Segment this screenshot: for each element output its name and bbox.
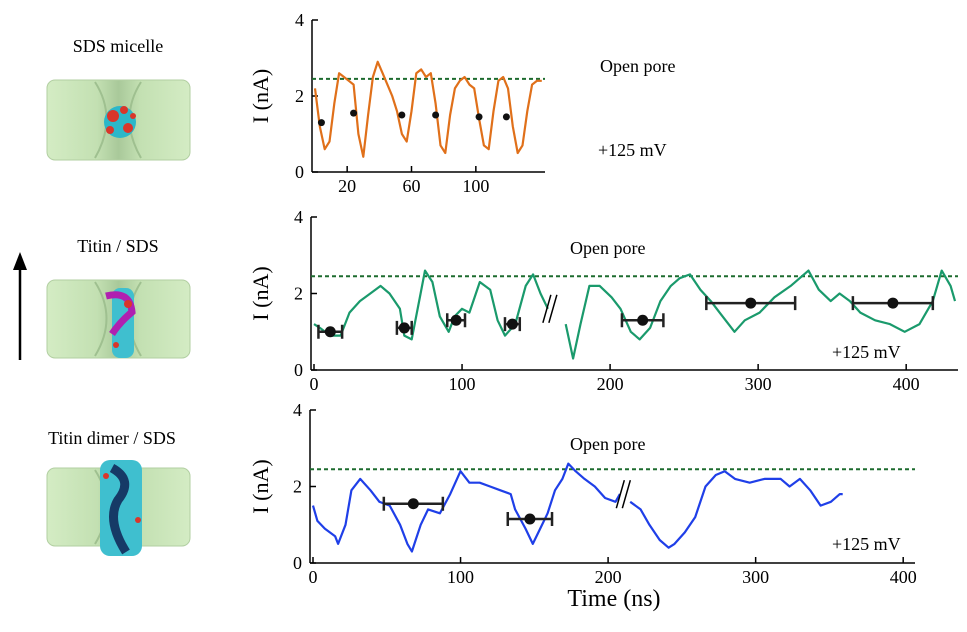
x-tick-label: 100 xyxy=(462,176,489,196)
x-tick-label: 300 xyxy=(745,374,772,394)
x-tick-label: 0 xyxy=(309,567,318,587)
y-tick-label: 4 xyxy=(293,400,302,420)
x-tick-label: 300 xyxy=(742,567,769,587)
annotation: +125 mV xyxy=(832,342,901,362)
x-tick-label: 100 xyxy=(449,374,476,394)
current-trace xyxy=(313,269,957,360)
mean-marker xyxy=(324,326,336,338)
x-tick-label: 400 xyxy=(893,374,920,394)
y-tick-label: 0 xyxy=(295,162,304,182)
mean-marker xyxy=(398,111,406,119)
y-tick-label: 2 xyxy=(295,86,304,106)
direction-arrow xyxy=(13,252,27,360)
current-trace xyxy=(313,60,542,158)
x-tick-label: 200 xyxy=(597,374,624,394)
mean-marker xyxy=(450,314,462,326)
y-axis-label: I (nA) xyxy=(248,69,273,123)
panel-label: Titin / SDS xyxy=(77,236,158,256)
annotation: +125 mV xyxy=(832,534,901,554)
y-tick-label: 0 xyxy=(293,553,302,573)
x-tick-label: 60 xyxy=(403,176,421,196)
y-tick-label: 4 xyxy=(294,207,303,227)
panel-label: Titin dimer / SDS xyxy=(48,428,176,448)
mean-marker xyxy=(317,119,325,127)
x-tick-label: 200 xyxy=(595,567,622,587)
mean-marker xyxy=(398,322,410,334)
mean-marker xyxy=(506,318,518,330)
y-tick-label: 2 xyxy=(293,477,302,497)
annotation: Open pore xyxy=(570,434,645,454)
axis-break xyxy=(615,479,632,509)
x-tick-label: 400 xyxy=(890,567,917,587)
annotation: Open pore xyxy=(600,56,675,76)
annotation: Open pore xyxy=(570,238,645,258)
mean-marker xyxy=(745,297,757,309)
mean-marker xyxy=(407,498,419,510)
mean-marker xyxy=(502,113,510,121)
mean-marker xyxy=(524,513,536,525)
mean-marker xyxy=(475,113,483,121)
current-trace xyxy=(311,462,843,553)
mean-marker xyxy=(887,297,899,309)
x-tick-label: 20 xyxy=(338,176,356,196)
x-tick-label: 100 xyxy=(447,567,474,587)
panel-label: SDS micelle xyxy=(73,36,164,56)
y-tick-label: 0 xyxy=(294,360,303,380)
y-tick-label: 2 xyxy=(294,284,303,304)
y-axis-label: I (nA) xyxy=(248,266,273,320)
x-axis-label: Time (ns) xyxy=(567,586,660,612)
y-axis-label: I (nA) xyxy=(248,459,273,513)
mean-marker xyxy=(432,111,440,119)
annotation: +125 mV xyxy=(598,140,667,160)
x-tick-label: 0 xyxy=(310,374,319,394)
membrane-illustration xyxy=(46,460,191,556)
mean-marker xyxy=(350,109,358,117)
mean-marker xyxy=(637,314,649,326)
axis-break xyxy=(542,294,558,324)
membrane-illustration xyxy=(46,79,191,161)
y-tick-label: 4 xyxy=(295,10,304,30)
membrane-illustration xyxy=(46,279,191,359)
